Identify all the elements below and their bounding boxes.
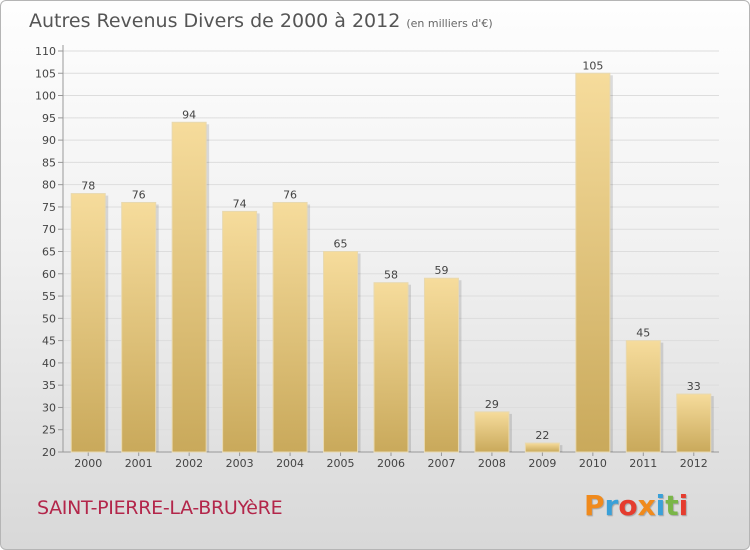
logo-letter-3: x: [637, 489, 656, 522]
x-tick-label-2011: 2011: [629, 457, 657, 470]
bar-2009: [524, 442, 560, 453]
data-label-2012: 33: [687, 380, 701, 393]
data-label-2011: 45: [636, 327, 650, 340]
bar-2005: [323, 251, 359, 453]
logo-letter-6: i: [678, 489, 689, 522]
logo-letter-4: i: [655, 489, 666, 522]
y-tick-label-85: 85: [42, 156, 56, 169]
y-tick-label-25: 25: [42, 424, 56, 437]
y-tick-label-95: 95: [42, 112, 56, 125]
y-tick-label-105: 105: [35, 67, 56, 80]
y-tick-label-35: 35: [42, 379, 56, 392]
bar-2011: [625, 340, 661, 453]
logo-letter-5: t: [665, 489, 679, 522]
chart-unit-label: (en milliers d'€): [406, 17, 493, 30]
data-label-2001: 76: [132, 188, 146, 201]
chart-title-text: Autres Revenus Divers de 2000 à 2012: [29, 10, 401, 32]
bar-2012: [676, 393, 712, 453]
logo-letter-2: o: [618, 489, 638, 522]
x-tick-label-2000: 2000: [74, 457, 102, 470]
y-tick-label-70: 70: [42, 223, 56, 236]
bar-2000: [70, 193, 106, 453]
y-tick-label-40: 40: [42, 357, 56, 370]
commune-name: SAINT-PIERRE-LA-BRUYèRE: [37, 497, 283, 519]
data-label-2008: 29: [485, 398, 499, 411]
y-tick-label-90: 90: [42, 134, 56, 147]
x-tick-label-2005: 2005: [327, 457, 355, 470]
x-tick-label-2012: 2012: [680, 457, 708, 470]
proxiti-logo[interactable]: Proxiti: [584, 489, 688, 522]
logo-letter-1: r: [604, 489, 619, 522]
y-tick-label-80: 80: [42, 179, 56, 192]
bar-2001: [121, 201, 157, 453]
data-label-2003: 74: [233, 197, 247, 210]
data-label-2000: 78: [81, 180, 95, 193]
bar-2002: [171, 121, 207, 453]
bar-2006: [373, 282, 409, 453]
y-tick-label-100: 100: [35, 90, 56, 103]
bar-2004: [272, 201, 308, 453]
y-tick-label-110: 110: [35, 45, 56, 58]
y-tick-label-75: 75: [42, 201, 56, 214]
x-tick-label-2008: 2008: [478, 457, 506, 470]
data-labels: 78 76 94 74 76 65 58 59 29 22 105 45 33: [81, 59, 701, 442]
x-tick-label-2007: 2007: [427, 457, 455, 470]
data-label-2005: 65: [334, 238, 348, 251]
y-tick-label-20: 20: [42, 446, 56, 459]
logo-letter-0: P: [584, 489, 605, 522]
y-tick-label-45: 45: [42, 335, 56, 348]
data-label-2007: 59: [434, 264, 448, 277]
y-tick-label-60: 60: [42, 268, 56, 281]
y-tick-label-30: 30: [42, 401, 56, 414]
x-tick-label-2002: 2002: [175, 457, 203, 470]
x-tick-label-2004: 2004: [276, 457, 304, 470]
bar-2007: [423, 277, 459, 453]
y-tick-label-50: 50: [42, 312, 56, 325]
x-tick-label-2001: 2001: [125, 457, 153, 470]
x-tick-label-2009: 2009: [528, 457, 556, 470]
bar-2003: [222, 210, 258, 453]
bars: [70, 72, 714, 453]
x-tick-label-2003: 2003: [226, 457, 254, 470]
data-label-2006: 58: [384, 269, 398, 282]
bar-2010: [575, 72, 611, 453]
data-label-2009: 22: [535, 429, 549, 442]
data-label-2004: 76: [283, 188, 297, 201]
x-tick-label-2006: 2006: [377, 457, 405, 470]
x-tick-label-2010: 2010: [579, 457, 607, 470]
data-label-2002: 94: [182, 108, 196, 121]
bar-chart: 20 25 30 35 40 45 50 55 60 65 70 75 80 85 90 95 100 105 11…: [35, 45, 719, 470]
chart-title: Autres Revenus Divers de 2000 à 2012 (en …: [29, 10, 493, 32]
y-tick-label-65: 65: [42, 246, 56, 259]
data-label-2010: 105: [582, 59, 603, 72]
bar-2008: [474, 411, 510, 453]
y-tick-label-55: 55: [42, 290, 56, 303]
